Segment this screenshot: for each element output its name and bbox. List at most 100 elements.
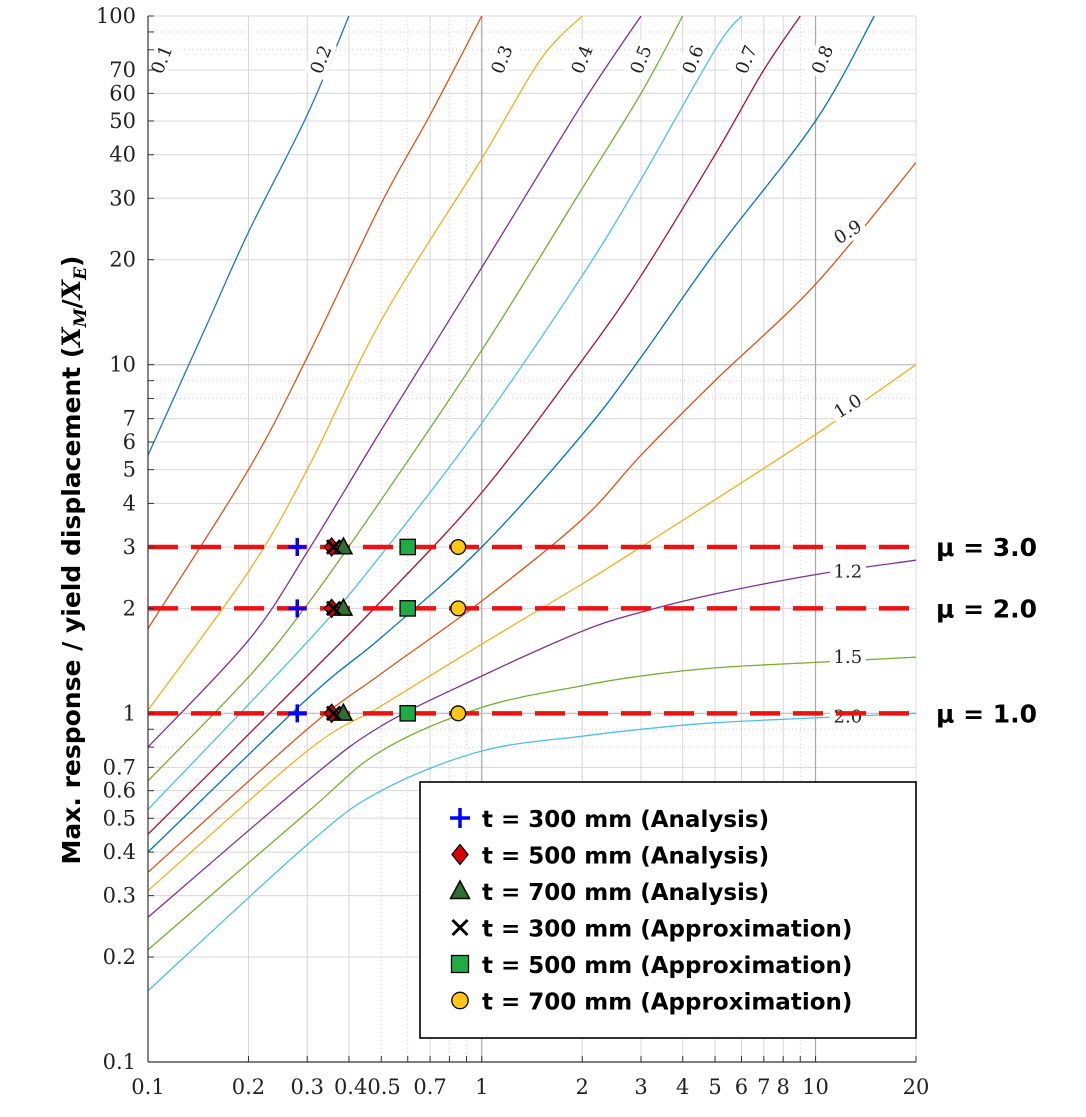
y-tick-label-30: 30 <box>109 186 136 210</box>
legend-marker-triangle <box>449 879 471 900</box>
legend-marker-x <box>451 918 469 937</box>
curve-0-5 <box>148 16 684 782</box>
curve-0-3 <box>148 16 583 711</box>
curve-1-2-label: 1.2 <box>834 562 863 583</box>
curve-0-6 <box>148 16 743 810</box>
legend-marker-circle <box>451 991 469 1010</box>
axes: 0.1 0.2 0.3 0.40.5 0.7 1 2 3 4 5 6 7 8 10 200.10.20.30… <box>96 4 929 1099</box>
legend-entry-6: t = 700 mm (Approximation) <box>482 990 852 1016</box>
legend-marker-square <box>450 954 470 974</box>
marker-x-1 <box>325 539 342 555</box>
y-tick-label-0.3: 0.3 <box>103 884 136 908</box>
x-tick-label-10: 10 <box>802 1075 829 1099</box>
y-tick-label-0.6: 0.6 <box>103 779 136 803</box>
y-tick-label-2: 2 <box>123 596 136 620</box>
legend: t = 300 mm (Analysis) t = 500 mm (Analysi… <box>419 781 917 1039</box>
curve-1-5-label: 1.5 <box>834 647 863 668</box>
y-tick-label-20: 20 <box>109 248 136 272</box>
mu-line-3-label: μ = 1.0 <box>936 699 1037 728</box>
y-tick-label-60: 60 <box>109 81 136 105</box>
curve-0-9 <box>148 162 916 873</box>
marker-triangle-3 <box>333 702 354 721</box>
x-tick-label-0.7: 0.7 <box>413 1075 446 1099</box>
y-tick-label-70: 70 <box>109 58 136 82</box>
x-tick-label-20: 20 <box>903 1075 930 1099</box>
y-tick-label-40: 40 <box>109 143 136 167</box>
marker-square-2 <box>399 600 417 617</box>
y-tick-label-0.5: 0.5 <box>103 806 136 830</box>
y-tick-label-50: 50 <box>109 109 136 133</box>
y-tick-label-0.2: 0.2 <box>103 945 136 969</box>
curve-2-0 <box>148 712 916 992</box>
y-tick-label-3: 3 <box>123 535 136 559</box>
curve-0-1 <box>148 16 350 456</box>
marker-plus-1 <box>288 537 307 556</box>
curve-0-5-label-bg <box>623 38 658 80</box>
legend-marker-diamond <box>451 843 469 866</box>
y-tick-label-0.7: 0.7 <box>103 755 136 779</box>
curve-0-2-label-bg <box>303 38 338 80</box>
curve-1-0-label-bg <box>826 386 869 425</box>
marker-x-1-b <box>325 539 342 555</box>
legend-entry-2: t = 500 mm (Analysis) <box>482 844 769 870</box>
ductility-reference-lines: μ = 3.0 μ = 2.0 μ = 1.0 <box>148 533 1037 728</box>
marker-circle-3 <box>450 705 467 722</box>
marker-square-3 <box>399 705 417 722</box>
x-tick-label-0.3: 0.3 <box>291 1075 324 1099</box>
x-tick-label-0.1: 0.1 <box>131 1075 164 1099</box>
y-tick-label-6: 6 <box>123 430 136 454</box>
mu-line-1-label: μ = 3.0 <box>936 533 1037 562</box>
curve-2-0-label: 2.0 <box>834 706 863 727</box>
y-tick-label-7: 7 <box>123 407 136 431</box>
legend-marker-x-b <box>451 918 469 937</box>
curve-0-6-label-bg <box>675 38 710 80</box>
y-tick-label-0.4: 0.4 <box>103 840 136 864</box>
y-tick-label-1: 1 <box>123 701 136 725</box>
y-tick-label-0.1: 0.1 <box>103 1050 136 1074</box>
mu-line-2-label: μ = 2.0 <box>936 594 1037 623</box>
curve-0-8 <box>148 16 875 853</box>
curve-1-2-label-bg <box>829 559 866 582</box>
marker-circle-2 <box>450 600 467 617</box>
curve-0-7-label-bg <box>728 38 763 80</box>
curve-1-2 <box>148 559 916 918</box>
x-tick-label-1: 1 <box>475 1075 488 1099</box>
x-tick-label-4: 4 <box>676 1075 689 1099</box>
curve-0-2 <box>148 16 483 629</box>
x-tick-label-0.40.5: 0.40.5 <box>334 1075 401 1099</box>
x-tick-label-5: 5 <box>708 1075 721 1099</box>
curve-0-4 <box>148 16 642 748</box>
x-tick-label-3: 3 <box>634 1075 647 1099</box>
marker-x-2 <box>325 600 342 617</box>
legend-entry-3: t = 700 mm (Analysis) <box>482 880 769 906</box>
legend-entry-5: t = 500 mm (Approximation) <box>482 953 852 979</box>
legend-box <box>419 781 917 1039</box>
x-tick-label-0.2: 0.2 <box>232 1075 265 1099</box>
curve-1-0 <box>148 364 916 892</box>
curve-1-5 <box>148 656 916 951</box>
marker-triangle-2 <box>333 597 354 616</box>
x-tick-label-6: 6 <box>735 1075 748 1099</box>
design-curves: 0.1 0.2 0.3 0.4 0.5 0.6 0.7 0.80.91.01.21.52.0 <box>143 16 916 992</box>
curve-0-9-label-bg <box>826 212 869 251</box>
x-tick-label-2: 2 <box>576 1075 589 1099</box>
curve-0-8-label-bg <box>804 38 839 80</box>
marker-x-2-b <box>325 600 342 617</box>
curve-0-4-label-bg <box>564 38 599 80</box>
x-tick-label-7: 7 <box>757 1075 770 1099</box>
curve-1-5-label-bg <box>829 645 866 668</box>
y-tick-label-100: 100 <box>96 4 136 28</box>
marker-circle-1 <box>450 538 467 556</box>
y-axis-label: Max. response / yield displacement (XM/X… <box>57 256 91 865</box>
curve-0-7 <box>148 16 801 835</box>
marker-square-1 <box>399 538 417 556</box>
marker-x-3 <box>325 705 342 722</box>
curve-0-3-label-bg <box>484 38 519 80</box>
legend-entry-4: t = 300 mm (Approximation) <box>482 917 852 943</box>
marker-triangle-1 <box>333 536 354 555</box>
legend-entry-1: t = 300 mm (Analysis) <box>482 807 769 833</box>
marker-plus-3 <box>288 704 307 723</box>
data-markers <box>288 536 467 724</box>
